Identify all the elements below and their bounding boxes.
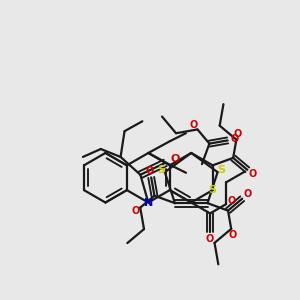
Text: O: O	[170, 154, 180, 164]
Text: O: O	[227, 196, 236, 206]
Text: N: N	[144, 197, 153, 208]
Text: O: O	[230, 134, 238, 144]
Text: O: O	[248, 169, 257, 179]
Text: S: S	[218, 165, 226, 175]
Text: S: S	[209, 185, 217, 195]
Text: O: O	[243, 189, 252, 199]
Text: O: O	[228, 230, 236, 240]
Text: O: O	[206, 234, 214, 244]
Text: O: O	[146, 166, 154, 176]
Text: S: S	[157, 165, 165, 175]
Text: O: O	[233, 129, 242, 139]
Text: O: O	[132, 206, 140, 216]
Text: O: O	[190, 120, 198, 130]
